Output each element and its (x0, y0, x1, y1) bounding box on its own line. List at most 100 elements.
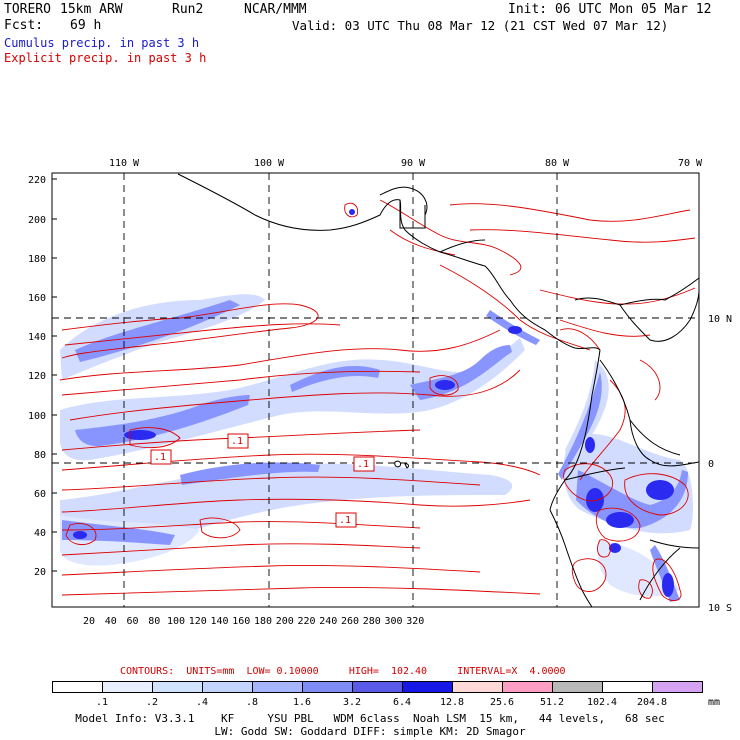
colorbar-swatch (152, 681, 203, 693)
top-lon-label: 110 W (109, 158, 140, 169)
right-lat-label: 0 (708, 459, 714, 470)
contour-line (449, 203, 691, 222)
contours-high: HIGH= 102.40 (348, 666, 428, 677)
contours-interval: INTERVAL=X 4.0000 (457, 666, 566, 677)
colorbar-swatch (102, 681, 153, 693)
precip-core (606, 512, 634, 528)
contour-line (61, 587, 541, 596)
bottom-x-label: 320 (406, 616, 424, 627)
coastline-colombia-west (549, 349, 601, 511)
left-y-label: 20 (34, 567, 46, 578)
legend-explicit: Explicit precip. in past 3 h (4, 51, 207, 65)
contour-line (597, 539, 611, 558)
colorbar-swatch (352, 681, 403, 693)
border-brazil (649, 539, 699, 549)
contour-line (429, 375, 459, 396)
colorbar-swatch (252, 681, 303, 693)
contour-line (64, 323, 341, 346)
contour-tag-box (353, 456, 375, 472)
colorbar-swatch (402, 681, 453, 693)
precip-core (646, 480, 674, 500)
contour-line (624, 473, 689, 516)
contour-line (563, 463, 613, 502)
right-lat-label: 10 S (708, 603, 732, 614)
legend-cumulus: Cumulus precip. in past 3 h (4, 36, 200, 50)
bottom-x-label: 120 (189, 616, 207, 627)
contours-label: CONTOURS: (120, 666, 175, 677)
colorbar-label: 51.2 (539, 697, 565, 708)
left-y-label: 180 (28, 254, 46, 265)
precip-heavy-cores (73, 209, 674, 597)
precip-core (585, 437, 595, 453)
coastline-mexico (177, 173, 546, 331)
precip-core (609, 543, 621, 553)
latlon-grid (52, 173, 699, 607)
colorbar-label: .2 (145, 697, 159, 708)
left-y-label: 140 (28, 332, 46, 343)
contour-line (61, 370, 421, 396)
header-org: NCAR/MMM (244, 2, 307, 17)
top-lon-label: 100 W (254, 158, 285, 169)
galapagos-island (404, 463, 409, 469)
contour-line (69, 369, 521, 421)
contour-line (469, 229, 696, 243)
colorbar-label: 12.8 (439, 697, 465, 708)
header-resolution: 15km ARW (60, 2, 123, 17)
contour-line (199, 517, 241, 539)
colorbar-swatch (202, 681, 253, 693)
precip-band-itcz-central-mid (290, 365, 380, 392)
footer-physics-info: LW: Godd SW: Goddard DIFF: simple KM: 2D… (214, 725, 526, 738)
coastline-caribbean (619, 289, 699, 342)
precip-band-coast-mid (558, 372, 602, 480)
colorbar-label: .4 (195, 697, 209, 708)
colorbar-swatch (502, 681, 553, 693)
left-y-label: 160 (28, 293, 46, 304)
contour-line (61, 476, 481, 491)
coastline-yucatan (379, 186, 428, 216)
contour-line (595, 507, 641, 542)
border-honduras (439, 239, 486, 253)
colorbar-label: 204.8 (636, 697, 668, 708)
contour-line (639, 359, 661, 401)
bottom-x-label: 60 (126, 616, 138, 627)
bottom-x-label: 80 (148, 616, 160, 627)
colorbar-swatch (52, 681, 103, 693)
contour-tag: .1 (357, 459, 370, 470)
precip-core (349, 209, 355, 215)
header-run: Run2 (172, 2, 204, 17)
contour-line (61, 543, 421, 556)
header-model: TORERO (4, 2, 51, 17)
contour-line (638, 579, 653, 599)
contour-line (61, 303, 319, 359)
colorbar-label: 6.4 (392, 697, 412, 708)
left-y-label: 200 (28, 215, 46, 226)
coastline-panama (574, 277, 699, 306)
border-bolivia (639, 547, 681, 601)
colorbar-swatch (452, 681, 503, 693)
contour-tag: .1 (154, 452, 167, 463)
precip-band-south-mid (180, 462, 320, 485)
contour-line (559, 328, 601, 351)
precip-core (73, 531, 87, 539)
bottom-x-label: 200 (276, 616, 294, 627)
bottom-x-label: 280 (363, 616, 381, 627)
top-lon-label: 80 W (545, 158, 570, 169)
contour-tag-boxes (150, 433, 375, 528)
left-y-label: 120 (28, 371, 46, 382)
contour-tag-box (150, 449, 172, 465)
contour-line (539, 287, 696, 305)
border-ecuador (564, 467, 626, 481)
contour-tag-box (335, 512, 357, 528)
bottom-x-label: 100 (167, 616, 185, 627)
contour-line (61, 565, 481, 576)
precip-core (508, 326, 522, 334)
colorbar-label: 1.6 (292, 697, 312, 708)
bottom-x-label: 300 (384, 616, 402, 627)
contour-tag: .1 (231, 436, 244, 447)
bottom-x-label: 220 (297, 616, 315, 627)
right-lat-label: 10 N (708, 314, 732, 325)
colorbar-label: 3.2 (342, 697, 362, 708)
border-guatemala (399, 200, 426, 229)
contour-line (59, 329, 501, 381)
